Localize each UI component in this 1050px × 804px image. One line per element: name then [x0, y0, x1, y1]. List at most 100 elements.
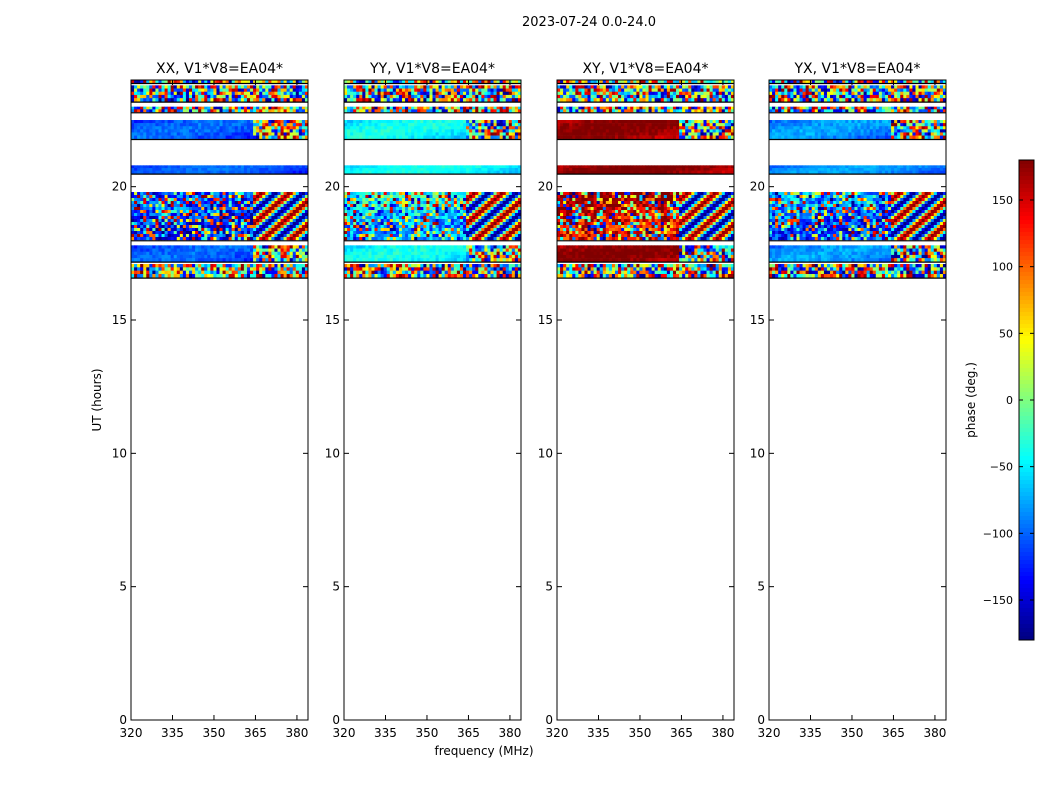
phase-cell	[512, 219, 515, 222]
phase-cell	[490, 195, 493, 198]
phase-cell	[149, 95, 152, 99]
phase-cell	[149, 126, 152, 129]
phase-cell	[417, 126, 420, 129]
phase-cell	[137, 231, 140, 234]
phase-cell	[466, 245, 469, 249]
phase-cell	[475, 258, 478, 262]
phase-cell	[378, 204, 381, 207]
phase-cell	[423, 129, 426, 132]
phase-cell	[469, 252, 472, 256]
phase-cell	[290, 204, 293, 207]
phase-cell	[451, 249, 454, 253]
phase-cell	[368, 132, 371, 135]
phase-cell	[296, 204, 299, 207]
phase-cell	[177, 204, 180, 207]
phase-cell	[287, 258, 290, 262]
phase-cell	[399, 95, 402, 99]
phase-cell	[250, 213, 253, 216]
phase-cell	[192, 85, 195, 89]
phase-cell	[387, 231, 390, 234]
phase-cell	[393, 255, 396, 259]
phase-cell	[198, 271, 201, 275]
phase-cell	[497, 123, 500, 126]
phase-cell	[475, 95, 478, 99]
phase-cell	[448, 271, 451, 275]
phase-cell	[344, 198, 347, 201]
phase-cell	[399, 207, 402, 210]
phase-cell	[390, 225, 393, 228]
phase-cell	[293, 171, 296, 174]
phase-cell	[183, 165, 186, 168]
phase-cell	[195, 201, 198, 204]
phase-cell	[201, 95, 204, 99]
phase-cell	[466, 225, 469, 228]
phase-cell	[256, 129, 259, 132]
phase-cell	[274, 123, 277, 126]
phase-cell	[387, 228, 390, 231]
phase-cell	[490, 165, 493, 168]
phase-cell	[478, 192, 481, 195]
phase-cell	[244, 264, 247, 268]
phase-cell	[356, 92, 359, 96]
phase-cell	[262, 267, 265, 271]
phase-cell	[287, 274, 290, 278]
phase-cell	[262, 264, 265, 268]
phase-cell	[436, 234, 439, 237]
phase-cell	[378, 245, 381, 249]
phase-cell	[378, 120, 381, 123]
phase-cell	[393, 234, 396, 237]
phase-cell	[621, 264, 624, 268]
phase-cell	[472, 231, 475, 234]
phase-cell	[460, 213, 463, 216]
phase-cell	[134, 274, 137, 278]
phase-cell	[183, 219, 186, 222]
phase-cell	[494, 252, 497, 256]
phase-cell	[429, 132, 432, 135]
phase-cell	[268, 126, 271, 129]
phase-cell	[408, 132, 411, 135]
phase-cell	[180, 234, 183, 237]
phase-cell	[296, 210, 299, 213]
phase-cell	[414, 165, 417, 168]
phase-cell	[302, 165, 305, 168]
phase-cell	[235, 216, 238, 219]
phase-cell	[189, 207, 192, 210]
panel-title: YY, V1*V8=EA04*	[369, 61, 495, 77]
phase-cell	[155, 271, 158, 275]
phase-cell	[229, 271, 232, 275]
phase-cell	[293, 210, 296, 213]
phase-cell	[350, 123, 353, 126]
phase-cell	[149, 255, 152, 259]
phase-cell	[399, 267, 402, 271]
phase-cell	[365, 198, 368, 201]
phase-cell	[265, 171, 268, 174]
phase-cell	[277, 126, 280, 129]
phase-cell	[484, 207, 487, 210]
phase-cell	[293, 225, 296, 228]
phase-cell	[390, 274, 393, 278]
phase-cell	[180, 213, 183, 216]
phase-cell	[213, 252, 216, 256]
phase-cell	[454, 245, 457, 249]
phase-cell	[271, 136, 274, 139]
phase-cell	[162, 213, 165, 216]
phase-cell	[216, 126, 219, 129]
phase-cell	[293, 207, 296, 210]
phase-cell	[293, 264, 296, 268]
phase-cell	[448, 228, 451, 231]
phase-cell	[381, 129, 384, 132]
phase-cell	[371, 274, 374, 278]
phase-cell	[454, 120, 457, 123]
phase-cell	[417, 264, 420, 268]
phase-cell	[168, 201, 171, 204]
phase-cell	[512, 252, 515, 256]
phase-cell	[137, 120, 140, 123]
phase-cell	[131, 258, 134, 262]
phase-cell	[162, 165, 165, 168]
phase-cell	[408, 255, 411, 259]
phase-cell	[180, 123, 183, 126]
phase-cell	[509, 168, 512, 171]
phase-cell	[177, 274, 180, 278]
phase-cell	[472, 92, 475, 96]
phase-cell	[506, 216, 509, 219]
